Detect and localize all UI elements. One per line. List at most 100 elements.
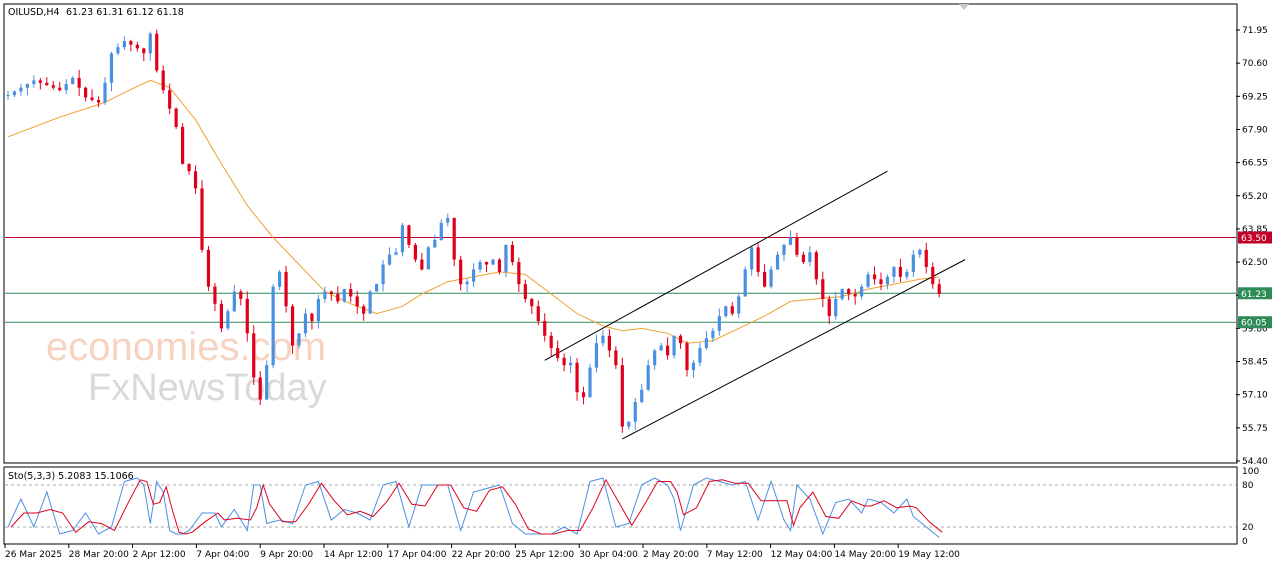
y-tick-label: 67.90 — [1242, 125, 1268, 135]
candle — [653, 348, 657, 370]
candle — [200, 180, 204, 253]
x-tick-label: 14 May 20:00 — [834, 550, 896, 560]
candle — [109, 51, 114, 92]
candle — [523, 279, 527, 303]
candle — [226, 308, 230, 331]
candle — [142, 47, 146, 62]
stochastic-lines — [5, 477, 1236, 538]
candle — [303, 308, 308, 338]
candle — [478, 259, 482, 273]
ohlc-readout: 61.23 61.31 61.12 61.18 — [66, 7, 184, 18]
candle — [911, 249, 915, 277]
candle — [620, 357, 624, 433]
y-tick-label: 65.20 — [1242, 192, 1268, 202]
channel-lower-line[interactable] — [622, 259, 966, 440]
x-tick-label: 17 Apr 04:00 — [388, 550, 447, 560]
price-tag-bg-0 — [1238, 231, 1272, 244]
candle — [439, 219, 443, 241]
candle — [775, 251, 780, 270]
candle — [892, 265, 896, 283]
candle — [853, 288, 857, 305]
y-tick-label: 66.55 — [1242, 159, 1268, 169]
candle — [148, 31, 152, 61]
chart-shift-marker[interactable] — [959, 4, 969, 10]
stoch-axis-label: 80 — [1242, 481, 1254, 491]
y-tick-label: 63.85 — [1242, 225, 1268, 235]
candle — [368, 290, 372, 314]
candle — [362, 304, 366, 321]
price-tag-1: 61.23 — [1241, 290, 1267, 300]
stoch-k-line — [7, 477, 940, 538]
candle — [530, 297, 534, 315]
candle — [181, 123, 185, 165]
candle — [58, 81, 62, 92]
candle — [206, 246, 211, 291]
x-tick-label: 9 Apr 20:00 — [260, 550, 313, 560]
candle — [38, 77, 42, 90]
candle — [898, 258, 902, 283]
candle — [543, 313, 547, 342]
candle — [801, 251, 805, 265]
price-tag-bg-2 — [1238, 316, 1272, 329]
candle — [627, 421, 631, 430]
candle — [168, 83, 172, 115]
candle — [840, 288, 844, 301]
x-tick-label: 2 May 20:00 — [643, 550, 699, 560]
stochastic-axis: 100 80 20 0 — [1242, 467, 1259, 547]
candle — [103, 77, 107, 105]
price-tag-2: 60.05 — [1241, 319, 1267, 329]
candle — [885, 274, 890, 290]
candle — [219, 299, 223, 333]
candle — [640, 384, 644, 404]
x-tick-label: 12 May 04:00 — [771, 550, 833, 560]
candle — [536, 300, 540, 326]
candle — [420, 252, 424, 271]
candle — [601, 330, 605, 347]
candle — [659, 342, 663, 351]
candle — [245, 291, 249, 342]
candle — [290, 303, 295, 354]
candle — [349, 283, 353, 303]
x-tick-label: 25 Apr 12:00 — [515, 550, 574, 560]
candle — [879, 272, 883, 291]
watermark-fxnewstoday: FxNewsToday — [88, 367, 327, 409]
watermark-economies: economies.com — [46, 325, 326, 369]
channel-upper-line[interactable] — [544, 170, 888, 361]
main-pane[interactable] — [3, 3, 1238, 464]
candle — [297, 333, 301, 349]
candle — [452, 217, 456, 267]
candle — [821, 271, 825, 308]
x-tick-label: 2 Apr 12:00 — [133, 550, 186, 560]
candle — [278, 270, 282, 291]
candle — [504, 244, 508, 278]
candle — [588, 363, 592, 398]
candle — [672, 335, 676, 359]
price-tag-0: 63.50 — [1241, 234, 1267, 244]
candle — [459, 255, 463, 291]
candle — [155, 29, 159, 73]
candle — [872, 266, 877, 285]
x-tick-label: 7 May 12:00 — [707, 550, 763, 560]
y-tick-label: 62.50 — [1242, 258, 1268, 268]
stoch-axis-label: 20 — [1242, 523, 1254, 533]
candle — [782, 243, 786, 261]
candle — [161, 65, 165, 94]
candle — [698, 342, 702, 367]
x-tick-label: 30 Apr 04:00 — [579, 550, 638, 560]
candle — [413, 242, 417, 263]
y-tick-label: 70.60 — [1242, 59, 1268, 69]
candle — [329, 290, 333, 301]
candle — [594, 334, 599, 373]
trend-channel[interactable] — [544, 170, 966, 440]
candle — [633, 398, 637, 431]
candle — [375, 283, 379, 292]
candle — [323, 286, 327, 303]
candle — [258, 371, 262, 406]
candle — [32, 75, 36, 88]
time-axis: 26 Mar 2025 28 Mar 20:00 2 Apr 12:00 7 Apr … — [4, 544, 960, 560]
candle — [491, 258, 495, 266]
candle — [743, 266, 747, 297]
candle — [549, 331, 553, 357]
